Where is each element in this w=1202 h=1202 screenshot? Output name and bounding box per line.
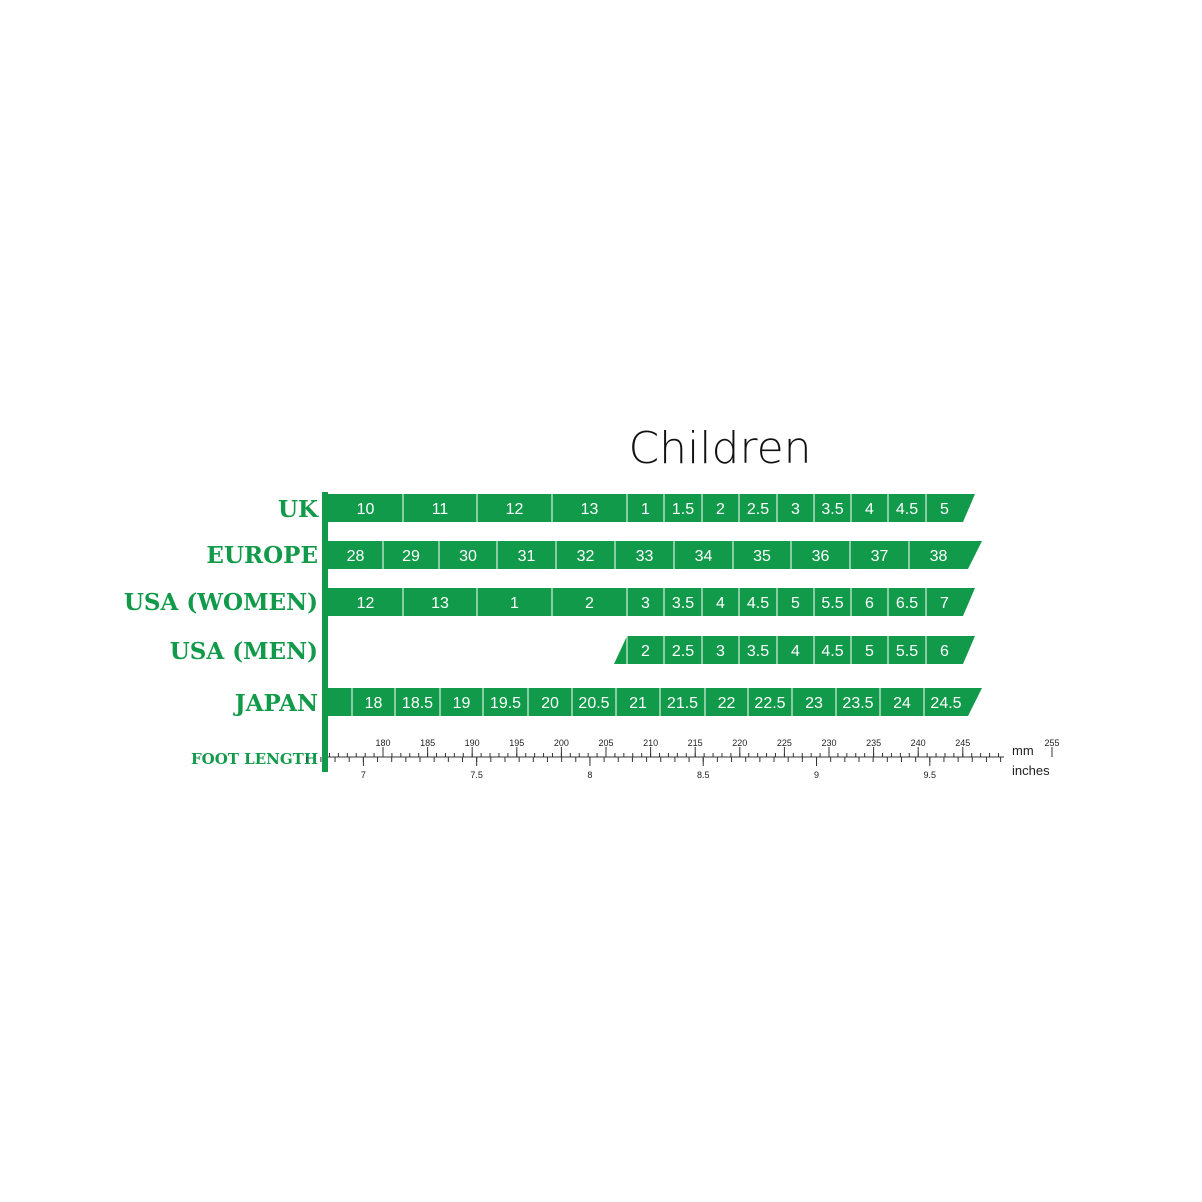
inch-label: 7.5 bbox=[470, 770, 483, 780]
size-cell: 34 bbox=[695, 548, 713, 565]
mm-label: 190 bbox=[465, 738, 480, 748]
mm-label: 215 bbox=[688, 738, 703, 748]
size-cell: 2 bbox=[716, 501, 725, 518]
size-cell: 4 bbox=[716, 595, 725, 612]
size-cell: 30 bbox=[459, 548, 477, 565]
size-cell: 13 bbox=[581, 501, 599, 518]
mm-label: 245 bbox=[955, 738, 970, 748]
axis-bar bbox=[322, 492, 328, 772]
size-cell: 6 bbox=[865, 595, 874, 612]
inch-label: 9.5 bbox=[924, 770, 937, 780]
mm-label: 210 bbox=[643, 738, 658, 748]
inch-label: 7 bbox=[361, 770, 366, 780]
size-cell: 35 bbox=[753, 548, 771, 565]
size-cell: 3 bbox=[716, 643, 725, 660]
inch-unit: inches bbox=[1012, 763, 1050, 778]
mm-unit: mm bbox=[1012, 743, 1034, 758]
mm-label: 225 bbox=[777, 738, 792, 748]
size-cell: 4 bbox=[791, 643, 800, 660]
size-cell: 36 bbox=[812, 548, 830, 565]
size-cell: 4.5 bbox=[821, 643, 843, 660]
row-bar bbox=[328, 494, 975, 522]
inch-label: 9 bbox=[814, 770, 819, 780]
size-cell: 3 bbox=[791, 501, 800, 518]
size-cell: 33 bbox=[636, 548, 654, 565]
size-cell: 29 bbox=[402, 548, 420, 565]
size-cell: 37 bbox=[871, 548, 889, 565]
mm-label: 200 bbox=[554, 738, 569, 748]
mm-label: 195 bbox=[509, 738, 524, 748]
size-cell: 1.5 bbox=[672, 501, 694, 518]
title: Children bbox=[628, 423, 811, 474]
mm-label: 235 bbox=[866, 738, 881, 748]
row-bar bbox=[614, 636, 975, 664]
size-cell: 1 bbox=[510, 595, 519, 612]
size-cell: 18.5 bbox=[402, 695, 433, 712]
mm-label: 220 bbox=[732, 738, 747, 748]
size-cell: 21 bbox=[629, 695, 647, 712]
row-label: EUROPE bbox=[206, 542, 318, 569]
mm-label: 180 bbox=[375, 738, 390, 748]
size-cell: 5.5 bbox=[821, 595, 843, 612]
row-bar bbox=[328, 588, 975, 616]
size-cell: 6.5 bbox=[896, 595, 918, 612]
mm-label: 230 bbox=[821, 738, 836, 748]
size-cell: 10 bbox=[357, 501, 375, 518]
size-cell: 23.5 bbox=[842, 695, 873, 712]
size-cell: 5 bbox=[940, 501, 949, 518]
size-cell: 3.5 bbox=[747, 643, 769, 660]
row-label: JAPAN bbox=[233, 690, 318, 717]
size-cell: 4.5 bbox=[896, 501, 918, 518]
inch-label: 8 bbox=[587, 770, 592, 780]
size-cell: 3.5 bbox=[672, 595, 694, 612]
size-cell: 2.5 bbox=[672, 643, 694, 660]
size-cell: 2 bbox=[585, 595, 594, 612]
size-cell: 31 bbox=[518, 548, 536, 565]
size-cell: 24 bbox=[893, 695, 911, 712]
size-cell: 4 bbox=[865, 501, 874, 518]
size-cell: 24.5 bbox=[930, 695, 961, 712]
size-cell: 1 bbox=[641, 501, 650, 518]
size-cell: 22 bbox=[718, 695, 736, 712]
size-cell: 7 bbox=[940, 595, 949, 612]
size-cell: 5 bbox=[865, 643, 874, 660]
size-cell: 19 bbox=[453, 695, 471, 712]
size-cell: 38 bbox=[930, 548, 948, 565]
size-cell: 5.5 bbox=[896, 643, 918, 660]
size-cell: 20.5 bbox=[578, 695, 609, 712]
mm-label: 255 bbox=[1044, 738, 1059, 748]
size-cell: 19.5 bbox=[490, 695, 521, 712]
size-cell: 4.5 bbox=[747, 595, 769, 612]
size-cell: 28 bbox=[347, 548, 365, 565]
inch-label: 8.5 bbox=[697, 770, 710, 780]
size-cell: 11 bbox=[432, 501, 449, 518]
size-cell: 22.5 bbox=[754, 695, 785, 712]
size-cell: 3 bbox=[641, 595, 650, 612]
size-cell: 32 bbox=[577, 548, 595, 565]
size-cell: 2.5 bbox=[747, 501, 769, 518]
size-cell: 20 bbox=[541, 695, 559, 712]
size-cell: 12 bbox=[357, 595, 375, 612]
row-bar bbox=[328, 688, 982, 716]
mm-label: 205 bbox=[598, 738, 613, 748]
mm-label: 185 bbox=[420, 738, 435, 748]
size-cell: 21.5 bbox=[667, 695, 698, 712]
row-label: USA (WOMEN) bbox=[124, 589, 318, 616]
size-cell: 2 bbox=[641, 643, 650, 660]
size-cell: 13 bbox=[431, 595, 449, 612]
mm-label: 240 bbox=[911, 738, 926, 748]
ruler-label: FOOT LENGTH bbox=[191, 750, 318, 768]
size-cell: 6 bbox=[940, 643, 949, 660]
size-cell: 18 bbox=[365, 695, 383, 712]
row-label: USA (MEN) bbox=[170, 638, 318, 665]
size-cell: 12 bbox=[506, 501, 524, 518]
size-cell: 23 bbox=[805, 695, 823, 712]
row-bar bbox=[328, 541, 982, 569]
size-cell: 3.5 bbox=[821, 501, 843, 518]
size-cell: 5 bbox=[791, 595, 800, 612]
row-label: UK bbox=[278, 496, 319, 523]
